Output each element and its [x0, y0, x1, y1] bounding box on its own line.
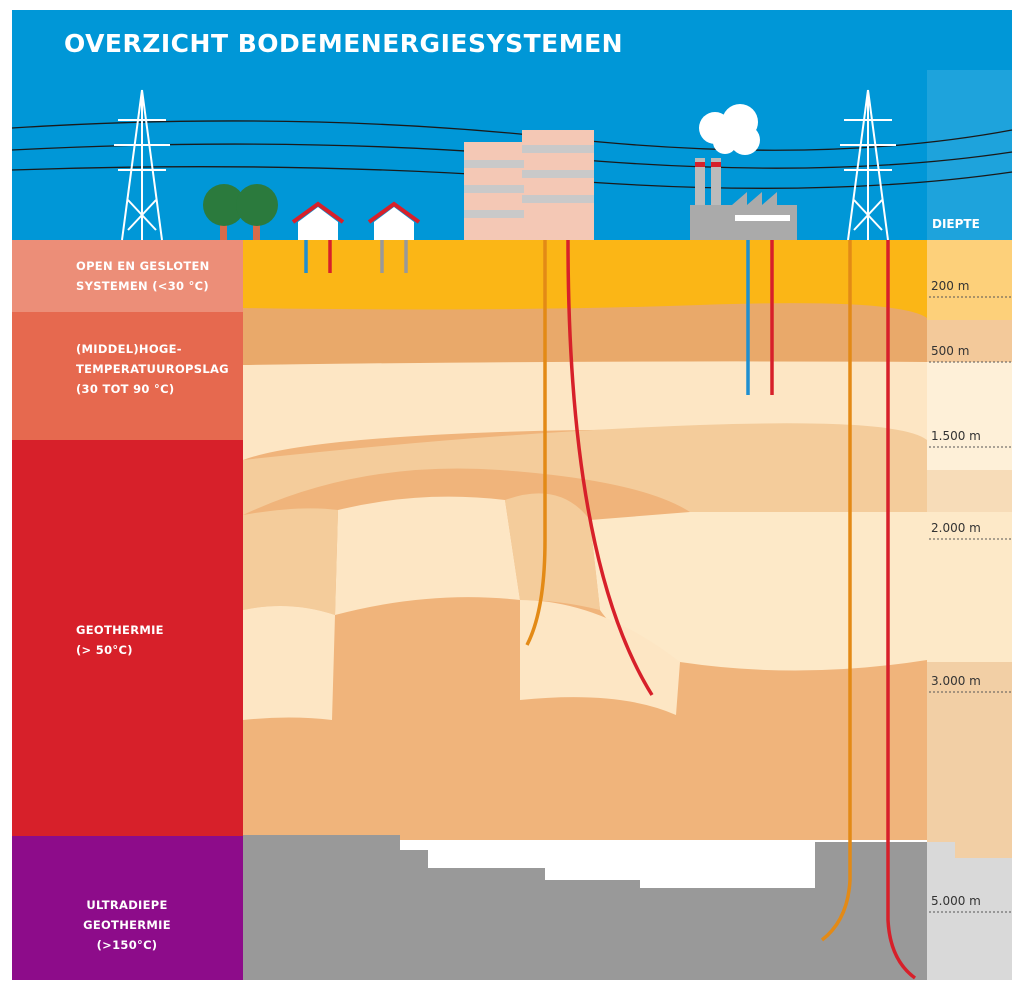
depth-label: 200 m	[931, 279, 969, 293]
depth-label: 3.000 m	[931, 674, 981, 688]
zone-label: (> 50°C)	[76, 643, 133, 657]
title: OVERZICHT BODEMENERGIESYSTEMEN	[64, 29, 623, 58]
depth-label: 2.000 m	[931, 521, 981, 535]
zone-label: TEMPERATUUROPSLAG	[76, 362, 229, 376]
zone-labels: OPEN EN GESLOTEN SYSTEMEN (<30 °C) (MIDDEL…	[76, 259, 229, 952]
zone-label: (MIDDEL)HOGE-	[76, 342, 182, 356]
zone-label: (>150°C)	[97, 938, 158, 952]
factory	[690, 104, 797, 240]
depth-label: 1.500 m	[931, 429, 981, 443]
trees	[203, 184, 278, 240]
pipes	[304, 239, 917, 980]
buildings	[464, 130, 594, 240]
depth-label: 5.000 m	[931, 894, 981, 908]
zone-label: GEOTHERMIE	[76, 623, 164, 637]
zone-column	[12, 240, 243, 980]
depth-label: 500 m	[931, 344, 969, 358]
pylons	[114, 89, 896, 241]
ground	[243, 240, 1012, 980]
zone-label: SYSTEMEN (<30 °C)	[76, 279, 209, 293]
zone-label: (30 TOT 90 °C)	[76, 382, 174, 396]
depth-header: DIEPTE	[932, 217, 980, 231]
depth-column-sky	[927, 70, 1012, 242]
depth-labels: 200 m 500 m 1.500 m 2.000 m 3.000 m 5.000 m	[929, 279, 1012, 913]
zone-label: GEOTHERMIE	[83, 918, 171, 932]
houses	[291, 201, 421, 240]
zone-label: OPEN EN GESLOTEN	[76, 259, 210, 273]
zone-label: ULTRADIEPE	[86, 898, 167, 912]
